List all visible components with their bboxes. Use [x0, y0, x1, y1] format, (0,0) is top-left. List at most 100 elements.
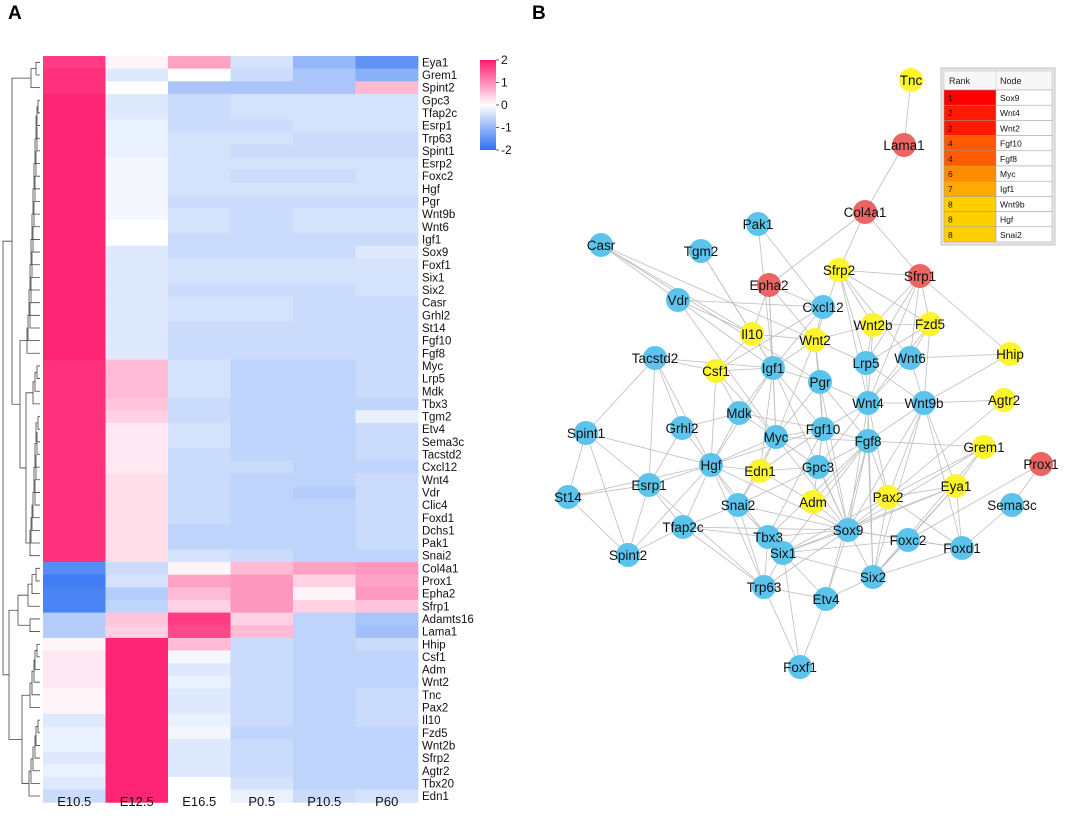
heatmap-cell [43, 739, 106, 753]
network-node[interactable]: Sema3c [987, 493, 1037, 517]
heatmap-cell [43, 777, 106, 791]
heatmap-cell [293, 397, 356, 411]
heatmap-cell [168, 384, 231, 398]
network-edge [822, 428, 849, 531]
dendrogram-branch [36, 106, 40, 126]
network-node[interactable]: Fzd5 [915, 312, 945, 336]
network-node[interactable]: Tacstd2 [632, 346, 679, 370]
rank-table-rank: 2 [948, 108, 953, 118]
row-label: Grem1 [422, 70, 457, 82]
network-node[interactable]: Mdk [726, 401, 752, 425]
network-node[interactable]: Vdr [666, 288, 690, 312]
rank-table-rank: 1 [948, 93, 953, 103]
heatmap-cell [355, 359, 419, 373]
network-node[interactable]: Grem1 [963, 435, 1005, 459]
network-edge [887, 399, 1005, 498]
network-node[interactable]: Tbx3 [753, 525, 783, 549]
network-node-label: Foxc2 [890, 533, 927, 548]
heatmap-cell [355, 473, 419, 487]
network-edge [600, 244, 821, 383]
network-node[interactable]: Snai2 [721, 493, 756, 517]
network-node-label: Igf1 [762, 361, 785, 376]
heatmap-cell [355, 56, 419, 70]
network-node[interactable]: Wnt4 [852, 391, 884, 415]
network-node[interactable]: Wnt2b [853, 313, 893, 337]
heatmap-cell [293, 346, 356, 360]
column-label: E10.5 [57, 794, 91, 809]
network-node[interactable]: Grhl2 [665, 416, 699, 440]
heatmap-cell [105, 460, 169, 474]
network-node[interactable]: Tgm2 [684, 239, 719, 263]
heatmap-cell [355, 220, 419, 234]
network-node[interactable]: Six1 [770, 541, 796, 565]
network-node[interactable]: Hhip [996, 342, 1024, 366]
network-node[interactable]: Tfap2c [662, 515, 704, 539]
network-node[interactable]: Casr [587, 233, 616, 257]
network-node[interactable]: Lama1 [883, 133, 925, 157]
network-node[interactable]: Hgf [699, 453, 723, 477]
network-node[interactable]: Spint1 [567, 421, 605, 445]
heatmap-cell [355, 625, 419, 639]
network-node[interactable]: Six2 [860, 565, 886, 589]
network-node[interactable]: Epha2 [749, 273, 789, 297]
network-node-circle [814, 587, 838, 611]
heatmap-cell [355, 460, 419, 474]
heatmap-cell [168, 346, 231, 360]
heatmap-cell [355, 701, 419, 715]
network-node[interactable]: Myc [764, 425, 789, 449]
network-node[interactable]: Col4a1 [844, 200, 887, 224]
network-node[interactable]: Pgr [808, 370, 832, 394]
rank-table-node: Wnt2 [1000, 123, 1020, 133]
heatmap-cell [105, 157, 169, 171]
network-node[interactable]: Foxd1 [943, 536, 981, 560]
heatmap-cell [355, 346, 419, 360]
network-node-circle [699, 453, 723, 477]
network-node[interactable]: Edn1 [744, 459, 776, 483]
network-node[interactable]: Cxcl12 [802, 295, 844, 319]
heatmap-cell [355, 511, 419, 525]
network-node[interactable]: Foxc2 [890, 528, 927, 552]
network-node[interactable]: Igf1 [761, 356, 785, 380]
network-node[interactable]: Il10 [740, 322, 764, 346]
network-node[interactable]: Wnt2 [799, 328, 831, 352]
heatmap-cell [230, 637, 294, 651]
network-node[interactable]: Wnt9b [904, 391, 944, 415]
network-node[interactable]: Trp63 [747, 575, 782, 599]
network-node[interactable]: Lrp5 [852, 351, 880, 375]
network-node-label: Fzd5 [915, 317, 945, 332]
network-node[interactable]: Wnt6 [894, 346, 926, 370]
network-node[interactable]: Tnc [899, 68, 923, 92]
network-node[interactable]: Pax2 [873, 485, 904, 509]
network-edge [838, 269, 869, 404]
network-node[interactable]: Spint2 [609, 543, 647, 567]
heatmap-cell [355, 587, 419, 601]
network-node[interactable]: Gpc3 [802, 455, 834, 479]
network-node[interactable]: Foxf1 [783, 655, 817, 679]
network-node-circle [912, 391, 936, 415]
heatmap-cell [105, 751, 169, 765]
network-node[interactable]: Csf1 [702, 359, 730, 383]
network-node[interactable]: Sfrp1 [904, 264, 936, 288]
row-label: Igf1 [422, 234, 441, 246]
dendrogram-branch [36, 643, 40, 658]
heatmap-cell [43, 637, 106, 651]
network-edge [759, 428, 824, 472]
heatmap-cell [168, 789, 231, 803]
heatmap-cell [293, 574, 356, 588]
network-node[interactable]: St14 [554, 485, 582, 509]
network-node[interactable]: Fgf10 [806, 417, 841, 441]
network-node[interactable]: Agtr2 [988, 388, 1020, 412]
heatmap-cell [293, 258, 356, 272]
heatmap-cell [293, 359, 356, 373]
network-node[interactable]: Etv4 [812, 587, 840, 611]
network-node[interactable]: Prox1 [1023, 452, 1059, 476]
network-node[interactable]: Fgf8 [854, 429, 882, 453]
network-node[interactable]: Pak1 [743, 212, 774, 236]
network-node[interactable]: Esrp1 [631, 473, 667, 497]
network-edge [654, 357, 712, 466]
row-label: Mdk [422, 386, 444, 398]
network-node[interactable]: Sox9 [833, 518, 864, 542]
network-node[interactable]: Sfrp2 [823, 258, 855, 282]
network-node[interactable]: Eya1 [941, 474, 972, 498]
network-node[interactable]: Adm [799, 490, 827, 514]
